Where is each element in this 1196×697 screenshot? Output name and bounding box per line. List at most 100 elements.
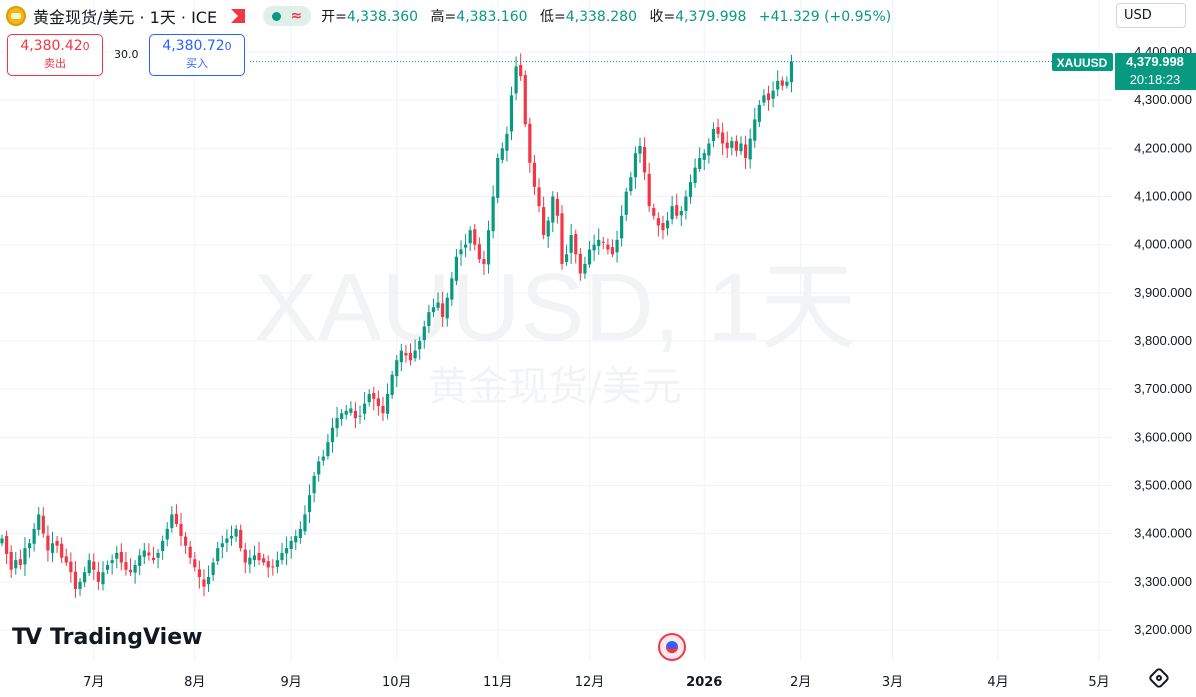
low-label: 低= (540, 9, 566, 25)
market-status-pill[interactable]: ≈ (263, 6, 312, 26)
candle (422, 320, 426, 349)
candle-body (78, 581, 82, 590)
watermark-symbol: XAUUSD, 1天 (254, 254, 857, 361)
candle-body (785, 81, 789, 86)
market-open-dot-icon (271, 11, 281, 21)
candle (188, 540, 192, 565)
candle (151, 547, 156, 564)
candle (252, 545, 257, 567)
buy-button[interactable]: 4,380.720 买入 (149, 34, 245, 76)
y-tick-label: 4,200.000 (1134, 140, 1192, 155)
candle (128, 558, 133, 577)
candle-body (275, 560, 279, 567)
candle (431, 298, 436, 317)
candle (500, 142, 504, 164)
candle (665, 211, 670, 236)
candle-body (92, 561, 96, 570)
price-tag-countdown: 20:18:23 (1130, 72, 1181, 87)
candle-body (757, 104, 761, 122)
price-axis[interactable]: 3,200.000 3,300.000 3,400.000 3,500.000 3,60… (1134, 44, 1192, 637)
candle (537, 178, 541, 213)
candle (197, 560, 201, 589)
candle-body (0, 538, 4, 544)
candle-body (188, 546, 192, 558)
candle (688, 174, 693, 204)
candle-body (661, 222, 665, 231)
candle (496, 153, 500, 204)
sell-price-small: 0 (82, 40, 90, 53)
candle (165, 522, 169, 547)
candle-body (542, 207, 546, 236)
candle-body (317, 461, 321, 475)
price-tag-box (1115, 53, 1196, 90)
candle-body (743, 144, 748, 158)
candle-body (583, 263, 587, 274)
x-tick-label: 11月 (483, 675, 513, 690)
candle-body (560, 213, 564, 264)
currency-selector[interactable]: USD (1116, 3, 1186, 28)
candle-body (206, 577, 211, 585)
candle-body (133, 564, 137, 573)
candle-body (298, 528, 302, 539)
open-value: 4,338.360 (346, 9, 419, 25)
time-axis[interactable]: 7月 8月 9月 10月 11月 12月 2026 2月 3月 4月 5月 (83, 675, 1109, 690)
candle-body (620, 215, 624, 239)
candle-body (142, 550, 146, 557)
candle (693, 158, 697, 188)
candle-body (372, 393, 376, 399)
candle (220, 535, 224, 559)
candle-body (606, 244, 610, 250)
candle-body (684, 196, 688, 211)
candle-body (110, 560, 114, 564)
candle (14, 551, 18, 575)
candle (298, 521, 302, 544)
candle (757, 100, 761, 128)
candle (629, 171, 633, 196)
x-tick-label: 10月 (382, 675, 412, 690)
candle (385, 383, 390, 420)
tradingview-name: TradingView (50, 625, 203, 650)
candles-layer (0, 53, 794, 598)
high-value: 4,383.160 (456, 9, 528, 25)
symbol-title[interactable]: 黄金现货/美元 · 1天 · ICE (33, 8, 218, 27)
candle-body (532, 162, 537, 187)
candle (780, 76, 784, 91)
candle-body (326, 442, 330, 457)
candle-body (41, 515, 45, 534)
candle-body (546, 220, 550, 237)
y-tick-label: 3,700.000 (1134, 381, 1192, 396)
economic-event-icon[interactable] (658, 633, 686, 661)
candle (248, 549, 252, 574)
candle (624, 187, 628, 222)
candle (647, 162, 651, 212)
candle-body (87, 560, 91, 574)
candle-body (413, 350, 417, 359)
candle (638, 137, 642, 164)
candle (96, 562, 100, 591)
candle (514, 56, 518, 101)
candle-body (528, 123, 532, 163)
tradingview-logo[interactable]: TV TradingView (12, 625, 202, 650)
candle (656, 212, 660, 237)
candle (271, 559, 275, 576)
flag-icon[interactable] (231, 9, 246, 23)
candle (633, 146, 638, 189)
candle-body (523, 75, 527, 125)
candle (716, 118, 720, 139)
buy-label: 买入 (186, 57, 208, 70)
candle-body (436, 302, 440, 308)
candle-body (211, 562, 215, 576)
candle-body (289, 540, 293, 550)
candle-body (32, 528, 36, 544)
candle-body (638, 145, 642, 154)
open-label: 开= (321, 9, 347, 25)
candle (771, 81, 775, 108)
candle (50, 531, 55, 563)
candle (620, 205, 624, 247)
candle-body (174, 513, 179, 525)
candle (482, 250, 486, 276)
sell-button[interactable]: 4,380.420 卖出 (7, 34, 103, 76)
symbol-tag-box (1052, 53, 1113, 71)
candle (730, 136, 734, 156)
